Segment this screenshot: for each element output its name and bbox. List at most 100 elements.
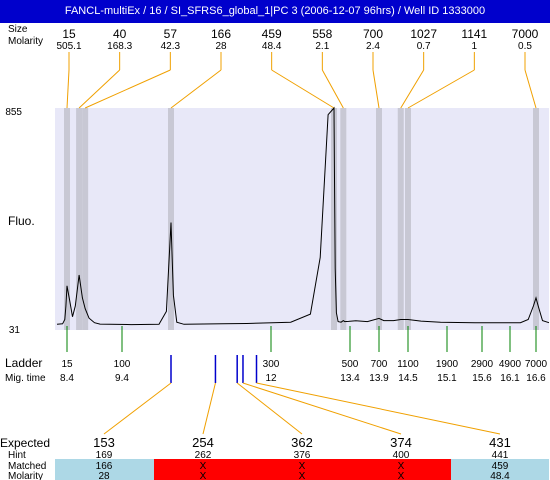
peak-connector-line (84, 69, 171, 109)
peak-connector-line (271, 69, 335, 109)
molarity-value: 28 (98, 471, 110, 480)
peak-size-label: 15 (62, 27, 76, 41)
molarity-value: X (299, 471, 306, 480)
peak-connector-line (170, 69, 222, 109)
expected-value: 431 (489, 435, 511, 450)
ladder-time-label: 16.1 (500, 373, 520, 384)
fluo-axis-label: Fluo. (8, 214, 35, 228)
peak-molarity-label: 2.1 (315, 41, 329, 52)
expected-value: 153 (93, 435, 115, 450)
matched-value: X (398, 461, 405, 472)
peak-connector-line (66, 69, 70, 109)
peak-size-label: 1141 (461, 27, 487, 41)
peak-molarity-label: 0.5 (518, 41, 532, 52)
peak-connector-line (400, 69, 425, 109)
matched-cell (253, 459, 352, 480)
peak-connector-line (407, 69, 475, 109)
matched-label: Matched (8, 461, 46, 472)
ladder-time-label: 13.4 (340, 373, 360, 384)
peak-band (76, 108, 83, 330)
peak-size-label: 1027 (410, 27, 437, 41)
peak-size-label: 7000 (512, 27, 539, 41)
expected-connector (202, 382, 216, 435)
mig-time-label: Mig. time (5, 373, 46, 384)
ladder-size-label: 500 (342, 359, 359, 370)
ladder-size-label: 4900 (499, 359, 522, 370)
peak-size-label: 700 (363, 27, 383, 41)
expected-value: 362 (291, 435, 313, 450)
matched-value: X (299, 461, 306, 472)
ladder-time-label: 12 (265, 373, 277, 384)
peak-molarity-label: 42.3 (161, 41, 181, 52)
ladder-time-label: 15.1 (437, 373, 457, 384)
expected-connector (103, 382, 172, 435)
expected-label: Expected (0, 436, 50, 450)
ladder-size-label: 7000 (525, 359, 548, 370)
hint-value: 400 (393, 450, 410, 461)
molarity-value: X (398, 471, 405, 480)
expected-connector (256, 382, 501, 435)
peak-molarity-label: 28 (215, 41, 227, 52)
plot-area (55, 108, 549, 330)
matched-cell (451, 459, 549, 480)
matched-value: 166 (96, 461, 113, 472)
peak-molarity-label: 1 (472, 41, 478, 52)
expected-connector (242, 382, 402, 435)
peak-band (405, 108, 411, 330)
ladder-size-label: 700 (371, 359, 388, 370)
ladder-time-label: 15.6 (472, 373, 492, 384)
ladder-time-label: 9.4 (115, 373, 129, 384)
electropherogram-chart: Size Molarity Fluo. 855 31 Ladder Mig. t… (0, 24, 550, 480)
peaks-size-label: Size (8, 24, 28, 35)
peak-band (331, 108, 337, 330)
ladder-size-label: 15 (61, 359, 73, 370)
window-title: FANCL-multiEx / 16 / SI_SFRS6_global_1|P… (0, 0, 550, 23)
y-min-label: 31 (9, 325, 21, 336)
molarity-value: 48.4 (490, 471, 510, 480)
hint-value: 169 (96, 450, 113, 461)
peak-molarity-label: 168.3 (107, 41, 132, 52)
peak-band (397, 108, 404, 330)
expected-table: 15316916628254262XX362376XX374400XX43144… (55, 435, 549, 480)
peak-molarity-label: 2.4 (366, 41, 380, 52)
ladder-time-label: 16.6 (526, 373, 546, 384)
expected-connector (236, 382, 303, 435)
ladder-ticks: 15 8.4 100 9.4 300 12 500 13.4 700 13.9 1100 14.5 19… (60, 326, 548, 384)
expected-value: 374 (390, 435, 412, 450)
peak-molarity-label: 0.7 (417, 41, 431, 52)
matched-cell (352, 459, 451, 480)
peak-connector-line (321, 69, 344, 109)
expected-value: 254 (192, 435, 214, 450)
peak-band (340, 108, 347, 330)
ladder-label: Ladder (5, 356, 42, 370)
peak-connectors (66, 52, 537, 109)
peak-connector-line (524, 69, 537, 109)
peak-band (376, 108, 382, 330)
peak-size-label: 558 (312, 27, 332, 41)
peak-connector-line (78, 69, 121, 109)
hint-label: Hint (8, 450, 26, 461)
ladder-size-label: 100 (114, 359, 131, 370)
peak-molarity-label: 505.1 (56, 41, 81, 52)
expected-markers (103, 355, 501, 435)
peak-size-label: 40 (113, 27, 127, 41)
ladder-time-label: 8.4 (60, 373, 74, 384)
fluorescence-trace (56, 106, 550, 326)
peak-size-label: 166 (211, 27, 231, 41)
matched-cell (154, 459, 253, 480)
peak-connector-line (372, 69, 380, 109)
ladder-time-label: 13.9 (369, 373, 389, 384)
molarity-row-label: Molarity (8, 471, 43, 480)
hint-value: 376 (294, 450, 311, 461)
ladder-size-label: 1900 (436, 359, 459, 370)
peak-band (533, 108, 539, 330)
y-max-label: 855 (5, 107, 22, 118)
peak-band (82, 108, 89, 330)
matched-value: 459 (492, 461, 509, 472)
ladder-size-label: 1100 (397, 359, 419, 370)
peak-size-label: 459 (262, 27, 282, 41)
matched-value: X (200, 461, 207, 472)
peak-size-label: 57 (164, 27, 178, 41)
peak-molarity-label: 48.4 (262, 41, 282, 52)
